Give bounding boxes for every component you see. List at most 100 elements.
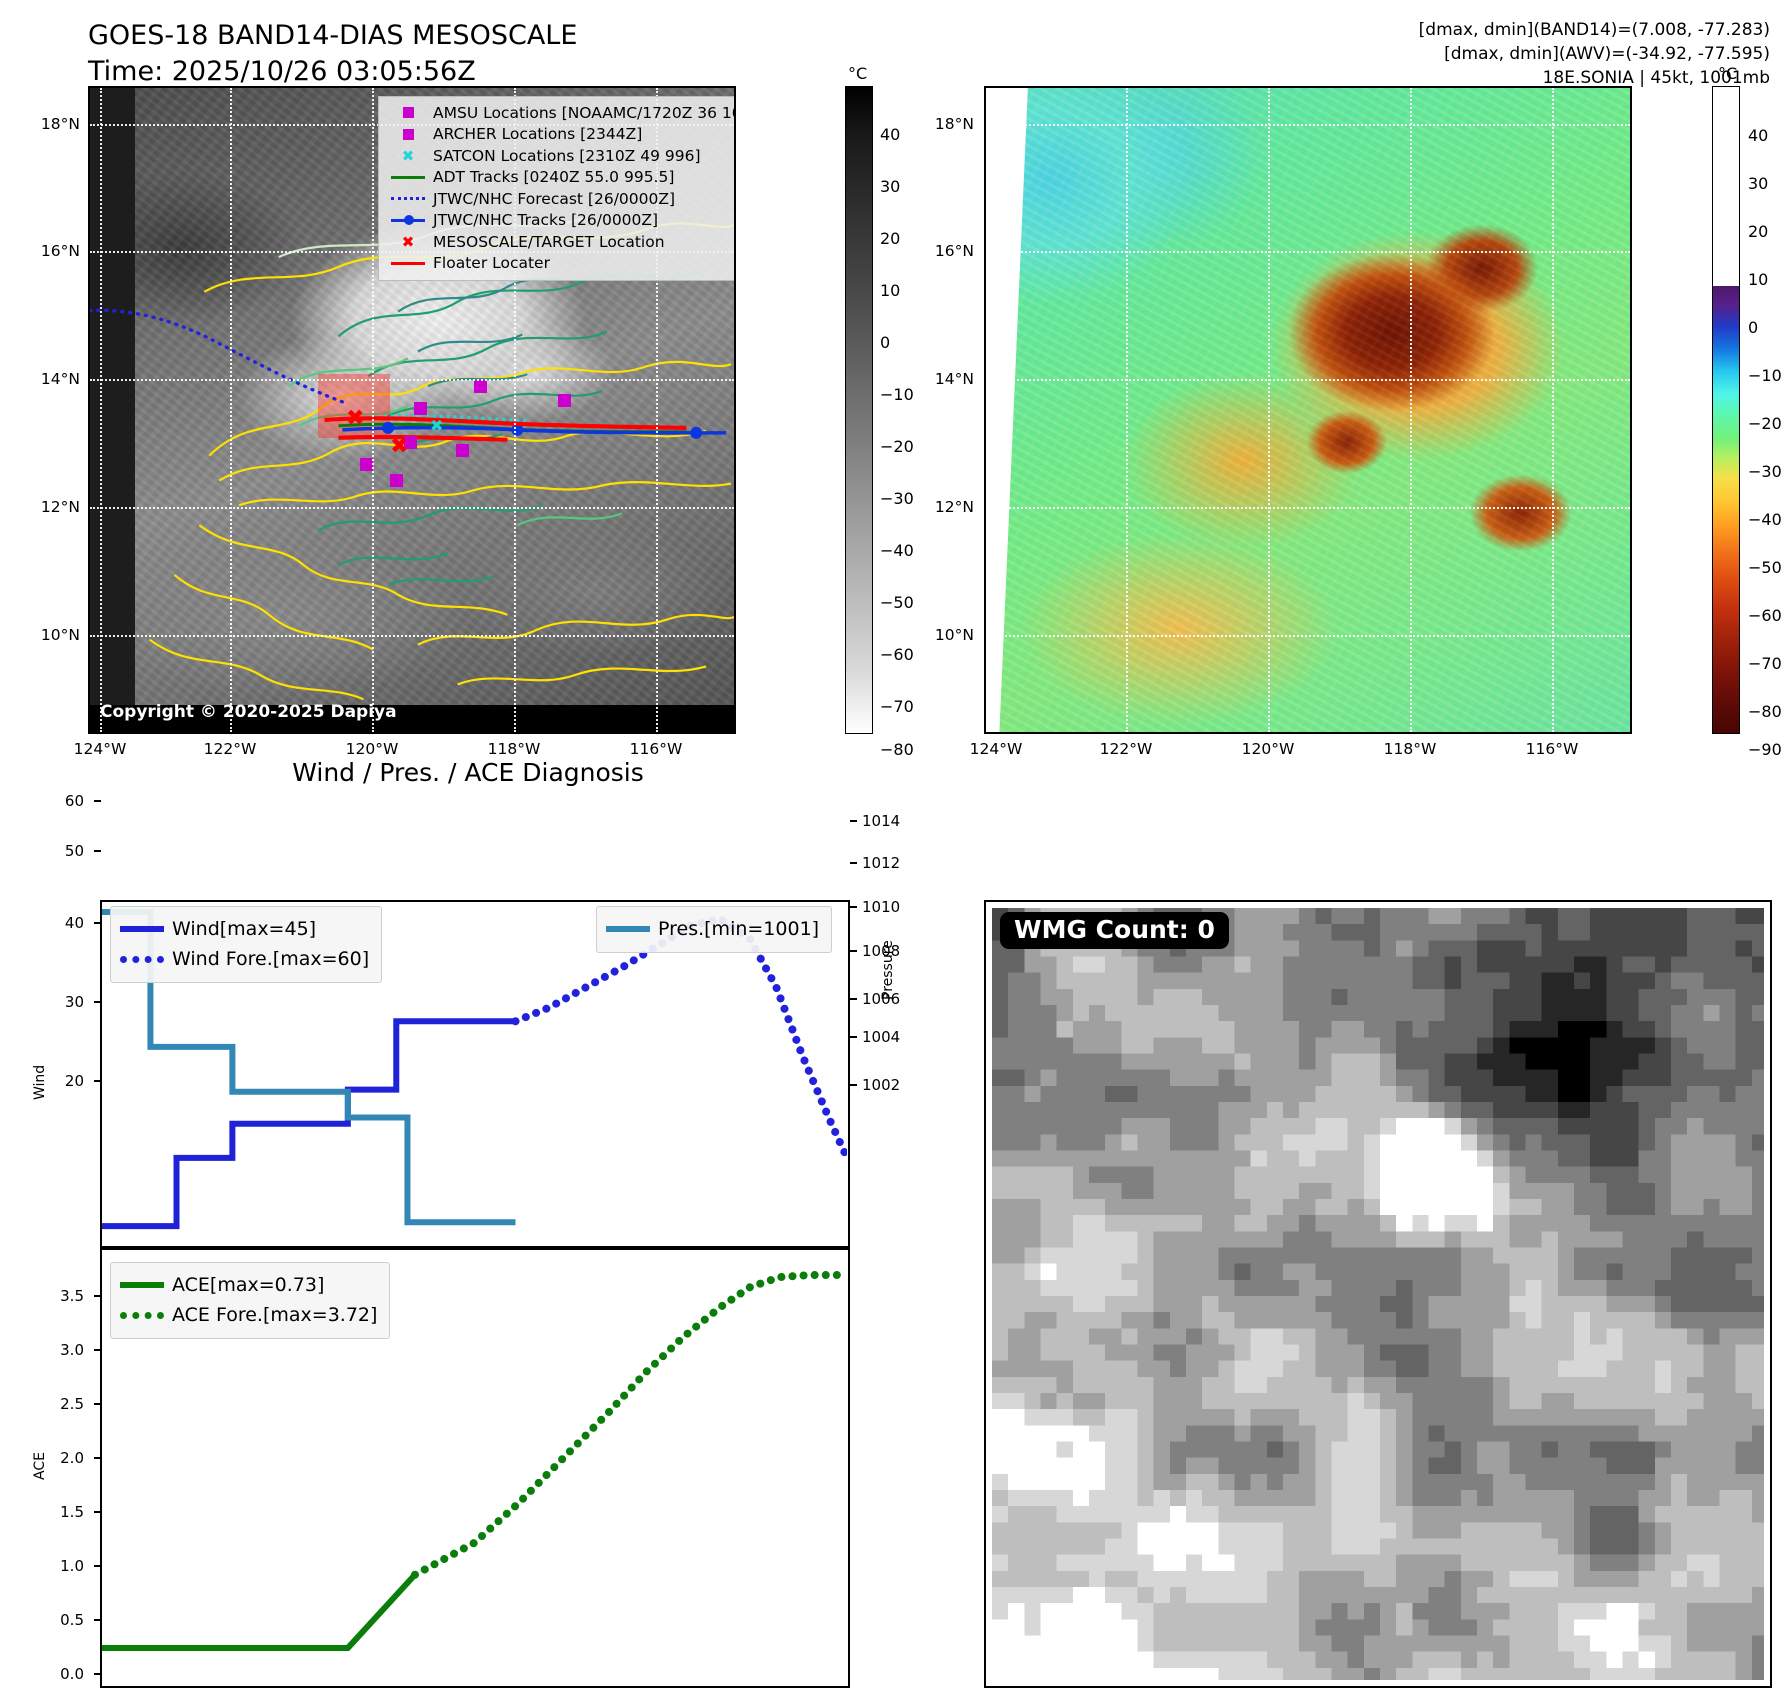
ace-ytick: 0.5 (60, 1611, 84, 1629)
tick-mark (94, 1001, 101, 1003)
tick-mark (850, 820, 857, 822)
ir-lat-tick: 12°N (40, 498, 80, 516)
legend-item-floater: Floater Locater (387, 253, 734, 275)
tick-mark (94, 1403, 101, 1405)
dotted-line-icon (120, 955, 172, 963)
x-marker-red-icon: ✖ (401, 232, 415, 251)
pressure-ytick: 1008 (862, 942, 901, 960)
wv-colorbar-tick: −40 (1748, 510, 1782, 529)
legend-label: ACE Fore.[max=3.72] (172, 1304, 378, 1326)
archer-marker (390, 474, 403, 487)
legend-item-mesoscale: ✖ MESOSCALE/TARGET Location (387, 231, 734, 253)
wmg-pixel-grid (992, 908, 1764, 1680)
gridline-horizontal (90, 379, 734, 381)
ir-colorbar-tick: −70 (880, 697, 914, 716)
ace-ytick: 2.5 (60, 1395, 84, 1413)
page-title: GOES-18 BAND14-DIAS MESOSCALE Time: 2025… (88, 18, 577, 91)
line-marker-icon (387, 215, 429, 226)
ir-colorbar[interactable] (845, 86, 873, 734)
legend-item-wind-forecast: Wind Fore.[max=60] (120, 944, 369, 974)
gridline-vertical (656, 88, 658, 732)
legend-label: SATCON Locations [2310Z 49 996] (433, 146, 701, 165)
wv-lat-tick: 10°N (934, 626, 974, 644)
ir-bottom-margin (90, 704, 734, 732)
wv-texture (986, 88, 1630, 732)
wv-lat-tick: 12°N (934, 498, 974, 516)
wv-colorbar-tick: 40 (1748, 126, 1769, 145)
x-marker-icon: ✖ (401, 146, 415, 165)
wmg-imagery (992, 908, 1764, 1680)
legend-item-adt: ADT Tracks [0240Z 55.0 995.5] (387, 167, 734, 189)
wv-colorbar[interactable] (1712, 86, 1740, 734)
ir-lon-tick: 116°W (629, 740, 683, 758)
ir-colorbar-tick: −80 (880, 740, 914, 759)
wmg-count-label: WMG Count: 0 (1000, 912, 1229, 949)
wv-lon-tick: 120°W (1241, 740, 1295, 758)
ir-colorbar-tick: −30 (880, 489, 914, 508)
pressure-ytick: 1006 (862, 990, 901, 1008)
product-time: Time: 2025/10/26 03:05:56Z (88, 56, 476, 88)
dotted-line-icon (120, 1311, 172, 1319)
gridline-vertical (372, 88, 374, 732)
tick-mark (850, 862, 857, 864)
legend-item-wind: Wind[max=45] (120, 914, 369, 944)
gridline-vertical (1126, 88, 1128, 732)
tick-mark (94, 1457, 101, 1459)
legend-item-ace: ACE[max=0.73] (120, 1270, 377, 1300)
wind-ytick: 30 (64, 993, 84, 1011)
wv-colorbar-tick: −50 (1748, 558, 1782, 577)
ir-colorbar-tick: 10 (880, 281, 901, 300)
tick-mark (850, 1084, 857, 1086)
wv-colorbar-tick: −90 (1748, 740, 1782, 759)
wind-legend: Wind[max=45] Wind Fore.[max=60] (110, 906, 383, 983)
wmg-panel[interactable]: WMG Count: 0 (984, 900, 1772, 1688)
mesoscale-target-marker: ✖ (390, 434, 409, 459)
ir-colorbar-tick: −60 (880, 645, 914, 664)
gridline-horizontal (986, 635, 1630, 637)
ir-lat-tick: 16°N (40, 242, 80, 260)
ir-satellite-panel[interactable]: ✖ ✖ ✖ Copyright © 2020-2025 Dapiya AMSU … (88, 86, 736, 734)
ace-plot (102, 1271, 851, 1651)
ir-lat-tick: 10°N (40, 626, 80, 644)
wind-pressure-plot (102, 909, 851, 1230)
legend-item-jtwc-tracks: JTWC/NHC Tracks [26/0000Z] (387, 210, 734, 232)
legend-label: Pres.[min=1001] (658, 918, 820, 940)
pressure-ytick: 1004 (862, 1028, 901, 1046)
wv-lat-tick: 14°N (934, 370, 974, 388)
legend-item-forecast: JTWC/NHC Forecast [26/0000Z] (387, 188, 734, 210)
ir-lon-tick: 122°W (203, 740, 257, 758)
gridline-vertical (996, 88, 998, 732)
gridline-vertical (1410, 88, 1412, 732)
wv-colorbar-tick: 10 (1748, 270, 1769, 289)
solid-line-icon (120, 1282, 172, 1288)
gridline-horizontal (986, 251, 1630, 253)
wv-colorbar-unit: °C (1718, 64, 1738, 83)
gridline-vertical (514, 88, 516, 732)
legend-label: Wind[max=45] (172, 918, 317, 940)
wv-imagery (986, 88, 1630, 732)
wv-colorbar-tick: 0 (1748, 318, 1759, 337)
wv-colorbar-tick: 30 (1748, 174, 1769, 193)
ace-ytick: 1.0 (60, 1557, 84, 1575)
ir-lat-tick: 18°N (40, 115, 80, 133)
wv-satellite-panel[interactable] (984, 86, 1632, 734)
amsu-marker (404, 436, 417, 449)
tick-mark (850, 1036, 857, 1038)
legend-label: ADT Tracks [0240Z 55.0 995.5] (433, 168, 675, 187)
archer-marker (456, 444, 469, 457)
wv-lon-tick: 124°W (969, 740, 1023, 758)
ir-colorbar-tick: −50 (880, 593, 914, 612)
legend-label: JTWC/NHC Tracks [26/0000Z] (433, 211, 659, 230)
tick-mark (94, 800, 101, 802)
gridline-vertical (1552, 88, 1554, 732)
ace-ytick: 3.0 (60, 1341, 84, 1359)
ir-lon-tick: 124°W (73, 740, 127, 758)
tick-mark (94, 1080, 101, 1082)
gridline-vertical (230, 88, 232, 732)
legend-label: ARCHER Locations [2344Z] (433, 125, 643, 144)
gridline-horizontal (986, 507, 1630, 509)
legend-label: JTWC/NHC Forecast [26/0000Z] (433, 189, 676, 208)
legend-label: Wind Fore.[max=60] (172, 948, 370, 970)
tick-mark (94, 1295, 101, 1297)
stat-awv: [dmax, dmin](AWV)=(-34.92, -77.595) (1444, 44, 1770, 65)
